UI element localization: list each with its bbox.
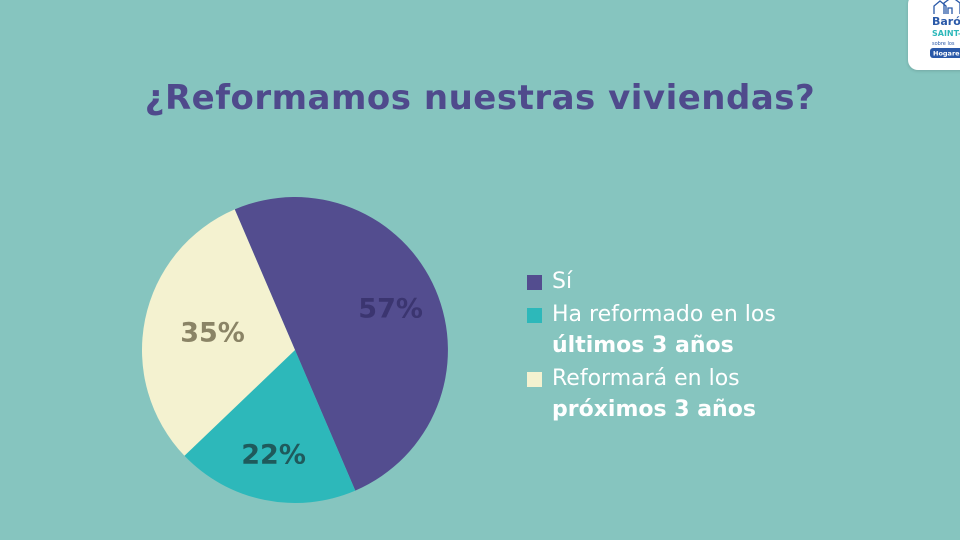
chart-legend: Sí Ha reformado en los últimos 3 años Re… (527, 266, 776, 427)
logo-line1: Baró (932, 15, 960, 28)
pie-slice-label: 57% (358, 294, 423, 325)
logo-badge-text: Hogare (933, 50, 960, 58)
house-icon (933, 0, 960, 14)
page-title: ¿Reformamos nuestras viviendas? (144, 78, 816, 118)
pie-slice-ha-reformado (184, 350, 356, 503)
legend-swatch (527, 275, 542, 290)
legend-label-strong: próximos 3 años (552, 397, 756, 422)
legend-item-ha-reformado: Ha reformado en los últimos 3 años (527, 299, 776, 361)
logo-line2: SAINT- (932, 29, 960, 38)
pie-slice-si (234, 197, 448, 491)
legend-swatch (527, 308, 542, 323)
legend-label-strong: últimos 3 años (552, 333, 734, 358)
pie-slice-reformara (141, 209, 295, 456)
legend-item-reformara: Reformará en los próximos 3 años (527, 363, 776, 425)
logo-graphic: Baró SAINT- sobre los Hogare (930, 0, 960, 58)
legend-label: Ha reformado en los (552, 302, 776, 327)
logo-badge (930, 48, 960, 58)
legend-label: Sí (552, 269, 573, 294)
brand-logo: Baró SAINT- sobre los Hogare (908, 0, 960, 70)
legend-item-si: Sí (527, 266, 776, 297)
pie-slice-label: 22% (241, 439, 306, 470)
pie-chart: 57% 22% 35% (141, 197, 448, 503)
legend-swatch (527, 372, 542, 387)
logo-line3: sobre los (932, 41, 955, 47)
legend-label: Reformará en los (552, 366, 740, 391)
pie-slice-label: 35% (180, 318, 245, 349)
